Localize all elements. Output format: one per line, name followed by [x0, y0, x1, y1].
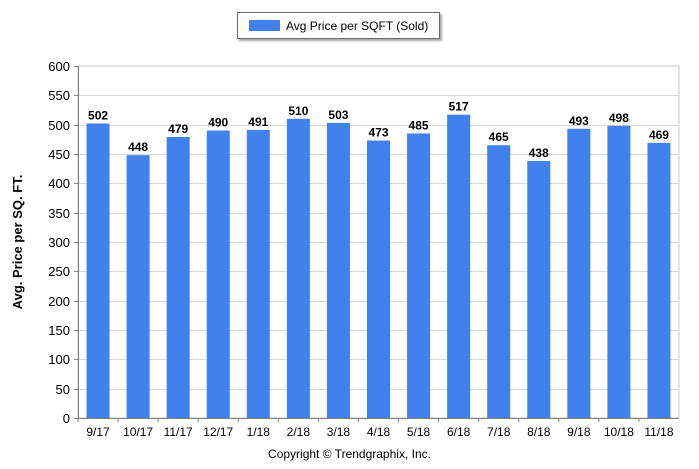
- x-tick-label: 8/18: [527, 425, 551, 439]
- bar: [407, 133, 430, 418]
- bar-value-label: 465: [489, 130, 509, 144]
- bar-value-label: 503: [328, 108, 348, 122]
- bar: [167, 137, 190, 418]
- bar-value-label: 473: [368, 126, 388, 140]
- y-tick-label: 550: [48, 88, 70, 103]
- bar-value-label: 502: [88, 108, 108, 122]
- bar: [87, 123, 110, 418]
- y-tick-label: 500: [48, 118, 70, 133]
- x-tick-label: 11/17: [164, 425, 193, 439]
- y-tick-label: 250: [48, 264, 70, 279]
- bar: [127, 155, 150, 418]
- bar-value-label: 485: [409, 118, 429, 132]
- y-tick-label: 300: [48, 235, 70, 250]
- bar-value-label: 498: [609, 111, 629, 125]
- x-tick-label: 5/18: [407, 425, 431, 439]
- x-tick-label: 9/17: [86, 425, 110, 439]
- bar-value-label: 493: [569, 114, 589, 128]
- y-tick-label: 150: [48, 323, 70, 338]
- bar: [527, 161, 550, 418]
- bar: [247, 130, 270, 418]
- copyright-text: Copyright © Trendgraphix, Inc.: [0, 447, 699, 461]
- bar-value-label: 438: [529, 146, 549, 160]
- bar-value-label: 469: [649, 128, 669, 142]
- bar-value-label: 491: [248, 115, 268, 129]
- bar-value-label: 510: [288, 104, 308, 118]
- x-tick-label: 11/18: [644, 425, 673, 439]
- x-tick-label: 1/18: [247, 425, 271, 439]
- bar-value-label: 517: [449, 100, 469, 114]
- x-tick-label: 2/18: [287, 425, 311, 439]
- x-tick-label: 12/17: [203, 425, 233, 439]
- bar-value-label: 448: [128, 140, 148, 154]
- x-tick-label: 6/18: [447, 425, 471, 439]
- bar: [447, 115, 470, 418]
- y-axis-title: Avg. Price per SQ. FT.: [10, 175, 25, 310]
- x-tick-label: 4/18: [367, 425, 391, 439]
- x-tick-label: 9/18: [567, 425, 591, 439]
- bar: [607, 126, 630, 418]
- y-tick-label: 50: [56, 382, 70, 397]
- bar: [567, 129, 590, 418]
- bar-chart: 0 50 100 150 200 250 300 350 400 450 500 550 600 502 9…: [0, 0, 699, 469]
- y-tick-label: 200: [48, 294, 70, 309]
- bar-value-label: 479: [168, 122, 188, 136]
- bar: [207, 131, 230, 418]
- bar: [287, 119, 310, 418]
- x-tick-label: 3/18: [327, 425, 351, 439]
- y-tick-label: 450: [48, 147, 70, 162]
- x-tick-label: 10/18: [604, 425, 634, 439]
- y-tick-label: 0: [63, 411, 70, 426]
- bar: [487, 145, 510, 418]
- x-tick-label: 10/17: [123, 425, 153, 439]
- bar-value-label: 490: [208, 116, 228, 130]
- y-tick-label: 600: [48, 59, 70, 74]
- bar: [647, 143, 670, 418]
- x-tick-label: 7/18: [487, 425, 511, 439]
- y-tick-label: 100: [48, 352, 70, 367]
- bar: [367, 141, 390, 418]
- y-tick-label: 350: [48, 206, 70, 221]
- y-tick-label: 400: [48, 176, 70, 191]
- bar: [327, 123, 350, 418]
